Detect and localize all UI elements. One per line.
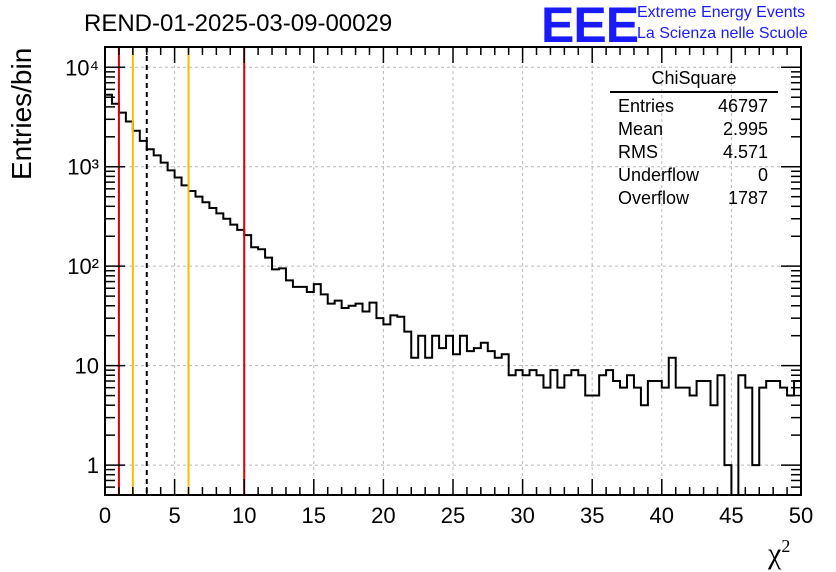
stats-row: Entries 46797 [610,95,778,118]
histogram-line [105,93,801,496]
stats-value: 1787 [727,188,768,208]
stats-label: Overflow [618,188,690,208]
plot-title: REND-01-2025-03-09-00029 [84,10,393,37]
stats-row: Underflow 0 [610,164,778,187]
y-tick-label: 10 [75,354,99,379]
logo-line-1: Extreme Energy Events [637,4,806,21]
x-tick-label: 30 [510,503,534,528]
y-axis-label: Entries/bin [6,47,37,180]
stats-title: ChiSquare [610,68,778,93]
stats-label: Mean [618,119,664,139]
stats-row: Mean 2.995 [610,118,778,141]
x-axis-label: χ2 [768,536,791,570]
y-tick-label: 10² [67,254,99,279]
stats-row: RMS 4.571 [610,141,778,164]
y-tick-label: 10³ [67,155,99,180]
x-tick-label: 45 [719,503,743,528]
stats-label: RMS [618,142,658,162]
stats-box: ChiSquare Entries 46797 Mean 2.995 RMS 4.57… [610,68,778,210]
stats-label: Entries [618,96,675,116]
x-tick-label: 15 [302,503,326,528]
stats-value: 0 [757,165,768,185]
x-tick-label: 10 [232,503,256,528]
x-tick-label: 20 [371,503,395,528]
stats-label: Underflow [618,165,700,185]
x-tick-label: 0 [99,503,111,528]
eee-logo: EEE [541,0,639,53]
stats-value: 46797 [717,96,768,116]
x-tick-label: 25 [441,503,465,528]
stats-value: 2.995 [722,119,768,139]
y-tick-label: 10⁴ [65,55,99,80]
x-tick-label: 5 [168,503,180,528]
x-tick-label: 50 [789,503,813,528]
x-tick-label: 40 [650,503,674,528]
x-tick-label: 35 [580,503,604,528]
logo-line-2: La Scienza nelle Scuole [637,25,808,42]
stats-row: Overflow 1787 [610,187,778,210]
y-tick-label: 1 [87,453,99,478]
stats-value: 4.571 [722,142,768,162]
